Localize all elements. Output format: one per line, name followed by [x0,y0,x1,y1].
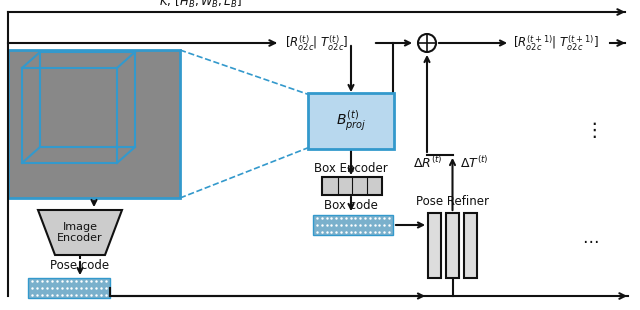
Text: $K,\,[H_B, W_B, L_B]$: $K,\,[H_B, W_B, L_B]$ [159,0,241,10]
Text: Pose code: Pose code [51,259,109,272]
Text: Box Encoder: Box Encoder [314,162,388,175]
Text: $\vdots$: $\vdots$ [584,120,596,140]
FancyBboxPatch shape [464,213,477,278]
FancyBboxPatch shape [446,213,459,278]
Polygon shape [38,210,122,255]
Text: Box code: Box code [324,199,378,212]
Text: $[R_{o2c}^{(t+1)}|\ T_{o2c}^{(t+1)}]$: $[R_{o2c}^{(t+1)}|\ T_{o2c}^{(t+1)}]$ [513,33,598,53]
FancyBboxPatch shape [428,213,441,278]
FancyBboxPatch shape [322,177,382,195]
FancyBboxPatch shape [313,215,393,235]
Text: $\Delta R^{(t)}$: $\Delta R^{(t)}$ [413,155,442,171]
Text: $[R_{o2c}^{(t)}|\ T_{o2c}^{(t)}]$: $[R_{o2c}^{(t)}|\ T_{o2c}^{(t)}]$ [285,33,349,53]
FancyBboxPatch shape [8,50,180,198]
FancyBboxPatch shape [28,278,110,298]
Text: $B_{proj}^{(t)}$: $B_{proj}^{(t)}$ [336,108,366,134]
FancyBboxPatch shape [308,93,394,149]
Text: Image
Encoder: Image Encoder [57,222,103,243]
Text: $\cdots$: $\cdots$ [582,231,598,249]
Text: Pose Refiner: Pose Refiner [416,195,489,208]
Text: $\Delta T^{(t)}$: $\Delta T^{(t)}$ [460,155,489,171]
